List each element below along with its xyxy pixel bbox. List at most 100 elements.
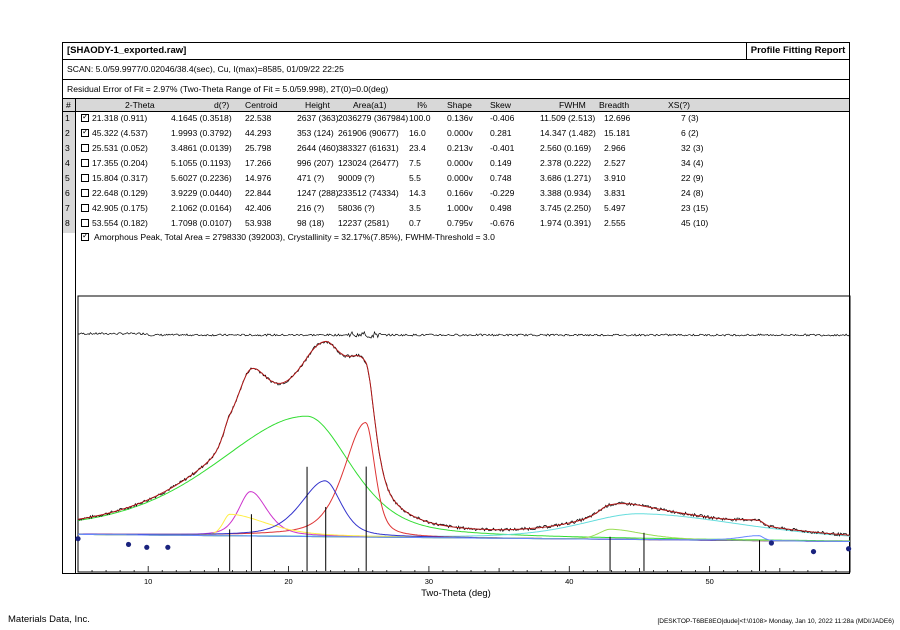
cell-skew: 0.149: [490, 158, 512, 168]
row-checkbox[interactable]: [81, 174, 89, 182]
x-tick-label: 10: [144, 577, 152, 586]
x-axis-label: Two-Theta (deg): [421, 588, 491, 599]
cell-fwhm: 3.686 (1.271): [540, 173, 592, 183]
cell-ipct: 5.5: [409, 173, 421, 183]
cell-two-theta: 21.318 (0.911): [92, 113, 148, 123]
row-number: 1: [65, 113, 70, 123]
col-header-xs: XS(?): [668, 100, 690, 110]
cell-skew: 0.281: [490, 128, 512, 138]
peak-profile-6: [78, 480, 851, 542]
row-number: 5: [65, 173, 70, 183]
cell-fwhm: 3.388 (0.934): [540, 188, 592, 198]
col-header-two-theta: 2-Theta: [125, 100, 155, 110]
background-point-3: [144, 544, 150, 550]
peak-profile-1: [77, 415, 850, 542]
col-header-shape: Shape: [447, 100, 472, 110]
cell-shape: 0.000v: [447, 173, 473, 183]
cell-two-theta: 45.322 (4.537): [92, 128, 148, 138]
report-type-label: Profile Fitting Report: [746, 43, 849, 59]
row-checkbox[interactable]: [81, 219, 89, 227]
cell-shape: 0.166v: [447, 188, 473, 198]
cell-area: 123024 (26477): [338, 158, 399, 168]
fitted-pattern: [77, 340, 850, 536]
cell-ipct: 14.3: [409, 188, 426, 198]
residual-info: Residual Error of Fit = 2.97% (Two-Theta…: [67, 84, 389, 94]
report-frame: [SHAODY-1_exported.raw] Profile Fitting …: [62, 42, 850, 574]
cell-skew: -0.406: [490, 113, 515, 123]
cell-skew: -0.401: [490, 143, 515, 153]
cell-breadth: 2.966: [604, 143, 626, 153]
cell-d: 5.1055 (0.1193): [171, 158, 232, 168]
cell-ipct: 0.7: [409, 218, 421, 228]
x-tick-label: 50: [705, 577, 713, 586]
row-checkbox[interactable]: [81, 159, 89, 167]
row-checkbox[interactable]: [81, 189, 89, 197]
table-row[interactable]: 1 21.318 (0.911) 4.1645 (0.3518) 22.538 2637…: [63, 112, 849, 124]
row-number: 7: [65, 203, 70, 213]
divider: [63, 79, 849, 80]
company-name: Materials Data, Inc.: [8, 614, 90, 625]
table-row[interactable]: 3 25.531 (0.052) 3.4861 (0.0139) 25.798 2644…: [63, 142, 849, 154]
cell-xs: 24 (8): [681, 188, 704, 198]
col-header-fwhm: FWHM: [559, 100, 586, 110]
table-row[interactable]: 7 42.905 (0.175) 2.1062 (0.0164) 42.406 216 …: [63, 202, 849, 214]
cell-two-theta: 42.905 (0.175): [92, 203, 148, 213]
col-header-d: d(?): [214, 100, 230, 110]
cell-centroid: 25.798: [245, 143, 272, 153]
row-checkbox[interactable]: [81, 144, 89, 152]
cell-d: 1.9993 (0.3792): [171, 128, 232, 138]
scan-info: SCAN: 5.0/59.9977/0.02046/38.4(sec), Cu,…: [67, 64, 344, 74]
cell-centroid: 17.266: [245, 158, 272, 168]
amorphous-checkbox[interactable]: [81, 231, 89, 241]
cell-d: 4.1645 (0.3518): [171, 113, 232, 123]
table-header: # 2-Theta d(?) Centroid Height Area(a1) …: [63, 99, 849, 112]
cell-height: 216 (?): [297, 203, 325, 213]
cell-skew: 0.748: [490, 173, 512, 183]
row-number: 3: [65, 143, 70, 153]
table-row[interactable]: 8 53.554 (0.182) 1.7098 (0.0107) 53.938 98 (…: [63, 217, 849, 229]
observed-pattern: [77, 340, 850, 537]
cell-centroid: 53.938: [245, 218, 272, 228]
row-number: 8: [65, 218, 70, 228]
cell-area: 383327 (61631): [338, 143, 399, 153]
cell-height: 353 (124): [297, 128, 334, 138]
cell-height: 996 (207): [297, 158, 334, 168]
cell-xs: 34 (4): [681, 158, 704, 168]
table-row[interactable]: 4 17.355 (0.204) 5.1055 (0.1193) 17.266 996 …: [63, 157, 849, 169]
cell-centroid: 42.406: [245, 203, 272, 213]
peak-profile-8: [78, 533, 850, 542]
file-title: [SHAODY-1_exported.raw]: [67, 45, 187, 56]
row-checkbox[interactable]: [81, 204, 89, 212]
col-header-area: Area(a1): [353, 100, 387, 110]
cell-area: 261906 (90677): [338, 128, 399, 138]
row-checkbox[interactable]: [81, 112, 89, 122]
cell-fwhm: 14.347 (1.482): [540, 128, 596, 138]
cell-height: 2644 (460): [297, 143, 339, 153]
cell-height: 2637 (363): [297, 113, 339, 123]
background-point-1: [75, 536, 81, 542]
col-header-centroid: Centroid: [245, 100, 278, 110]
report-header: [SHAODY-1_exported.raw] Profile Fitting …: [63, 43, 849, 60]
cell-area: 90009 (?): [338, 173, 375, 183]
table-row[interactable]: 5 15.804 (0.317) 5.6027 (0.2236) 14.976 471 …: [63, 172, 849, 184]
col-header-num: #: [66, 100, 71, 110]
cell-breadth: 2.555: [604, 218, 626, 228]
table-row[interactable]: 2 45.322 (4.537) 1.9993 (0.3792) 44.293 353 …: [63, 127, 849, 139]
cell-centroid: 22.844: [245, 188, 272, 198]
cell-height: 471 (?): [297, 173, 325, 183]
background-point-7: [845, 546, 852, 552]
cell-ipct: 16.0: [409, 128, 426, 138]
row-number: 4: [65, 158, 70, 168]
cell-centroid: 44.293: [245, 128, 272, 138]
status-stamp: [DESKTOP-T6BE8EO|dude]<f:\0108> Monday, …: [657, 618, 894, 625]
table-row[interactable]: 6 22.648 (0.129) 3.9229 (0.0440) 22.844 1247…: [63, 187, 849, 199]
cell-two-theta: 22.648 (0.129): [92, 188, 148, 198]
cell-breadth: 3.910: [604, 173, 626, 183]
cell-xs: 32 (3): [681, 143, 704, 153]
cell-d: 3.9229 (0.0440): [171, 188, 232, 198]
row-checkbox[interactable]: [81, 127, 89, 137]
background-point-2: [125, 541, 132, 548]
cell-centroid: 22.538: [245, 113, 272, 123]
cell-d: 1.7098 (0.0107): [171, 218, 232, 228]
peak-profile-2: [78, 513, 851, 537]
